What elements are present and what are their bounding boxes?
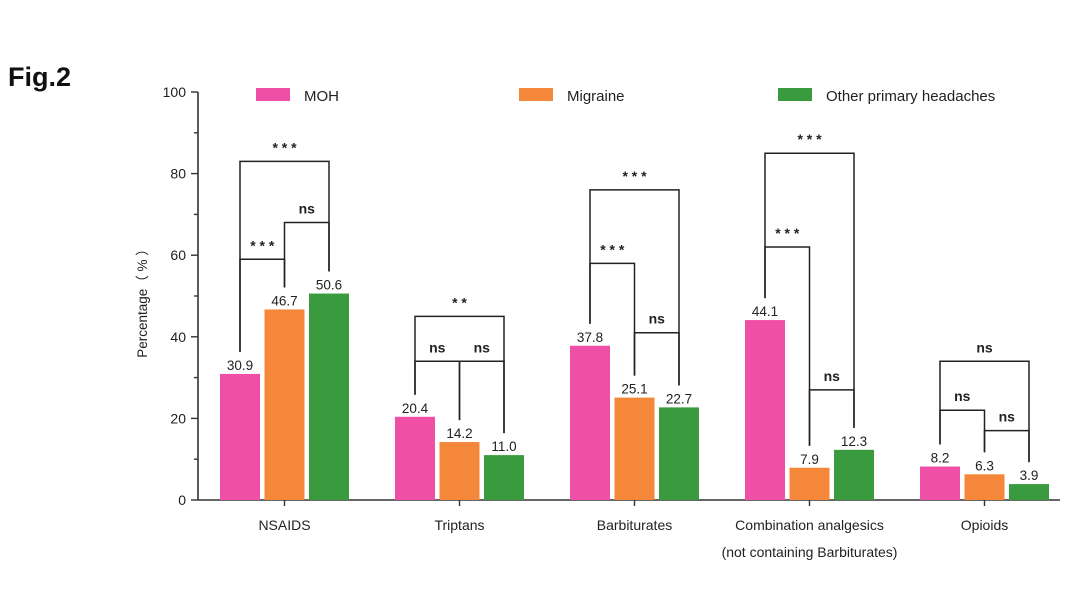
significance-label: ns: [954, 388, 971, 404]
bar-other-primary-headaches: [1009, 484, 1049, 500]
figure-label: Fig.2: [8, 62, 72, 92]
significance-label: ns: [429, 339, 446, 355]
legend-label: Other primary headaches: [826, 88, 995, 105]
significance-label: ns: [824, 368, 841, 384]
value-label: 11.0: [491, 439, 516, 454]
value-label: 50.6: [316, 278, 342, 293]
significance-label: * *: [452, 294, 467, 310]
significance-bracket: [283, 221, 330, 288]
x-category-sublabel: (not containing Barbiturates): [722, 544, 898, 560]
legend-swatch: [519, 88, 553, 101]
significance-bracket: [983, 429, 1030, 463]
value-label: 30.9: [227, 358, 253, 373]
significance-label: ns: [976, 339, 993, 355]
bar-moh: [395, 416, 435, 500]
y-tick-label: 20: [170, 410, 186, 426]
x-category-label: Opioids: [961, 517, 1008, 533]
value-label: 14.2: [446, 426, 472, 441]
x-category-label: NSAIDS: [258, 517, 310, 533]
bar-moh: [220, 373, 260, 500]
value-label: 44.1: [752, 304, 778, 319]
significance-label: ns: [474, 339, 491, 355]
significance-bracket: [589, 262, 636, 376]
y-tick-label: 40: [170, 329, 186, 345]
significance-bracket: [808, 389, 855, 446]
significance-bracket: [939, 409, 986, 453]
significance-label: * * *: [600, 241, 625, 257]
value-label: 46.7: [271, 293, 297, 308]
legend-label: Migraine: [567, 88, 625, 105]
bar-other-primary-headaches: [484, 455, 524, 500]
bar-migraine: [964, 474, 1005, 500]
legend-label: MOH: [304, 88, 339, 105]
bar-migraine: [614, 397, 655, 500]
value-label: 25.1: [621, 382, 647, 397]
value-label: 6.3: [975, 458, 994, 473]
significance-label: * * *: [272, 139, 297, 155]
value-label: 3.9: [1020, 468, 1039, 483]
significance-bracket: [239, 160, 330, 352]
value-label: 20.4: [402, 401, 429, 416]
significance-bracket: [764, 152, 855, 428]
x-category-label: Triptans: [434, 517, 484, 533]
significance-label: * * *: [797, 131, 822, 147]
y-tick-label: 0: [178, 492, 186, 508]
bar-moh: [920, 466, 960, 500]
significance-bracket: [939, 360, 1030, 463]
legend-swatch: [778, 88, 812, 101]
value-label: 12.3: [841, 434, 867, 449]
significance-label: * * *: [622, 168, 647, 184]
significance-bracket: [458, 360, 505, 434]
x-category-label: Barbiturates: [597, 517, 672, 533]
value-label: 37.8: [577, 330, 603, 345]
significance-label: * * *: [250, 237, 275, 253]
bar-moh: [745, 320, 785, 500]
value-label: 7.9: [800, 452, 819, 467]
significance-bracket: [589, 189, 680, 386]
bar-other-primary-headaches: [659, 407, 699, 500]
significance-label: ns: [999, 409, 1016, 425]
significance-bracket: [239, 258, 286, 352]
y-tick-label: 80: [170, 166, 186, 182]
bar-migraine: [264, 309, 305, 500]
significance-label: ns: [299, 201, 316, 217]
legend-swatch: [256, 88, 290, 101]
bar-moh: [570, 345, 610, 500]
y-tick-label: 100: [163, 84, 187, 100]
significance-label: ns: [649, 311, 666, 327]
significance-bracket: [633, 331, 680, 386]
bar-migraine: [439, 442, 480, 500]
y-axis-label: Percentage（ % ）: [135, 242, 150, 358]
y-tick-label: 60: [170, 247, 186, 263]
significance-bracket: [764, 246, 811, 446]
bar-migraine: [789, 467, 830, 500]
x-category-label: Combination analgesics: [735, 517, 884, 533]
bar-other-primary-headaches: [309, 293, 349, 500]
bar-other-primary-headaches: [834, 449, 874, 500]
significance-label: * * *: [775, 225, 800, 241]
value-label: 22.7: [666, 391, 692, 406]
value-label: 8.2: [931, 451, 950, 466]
